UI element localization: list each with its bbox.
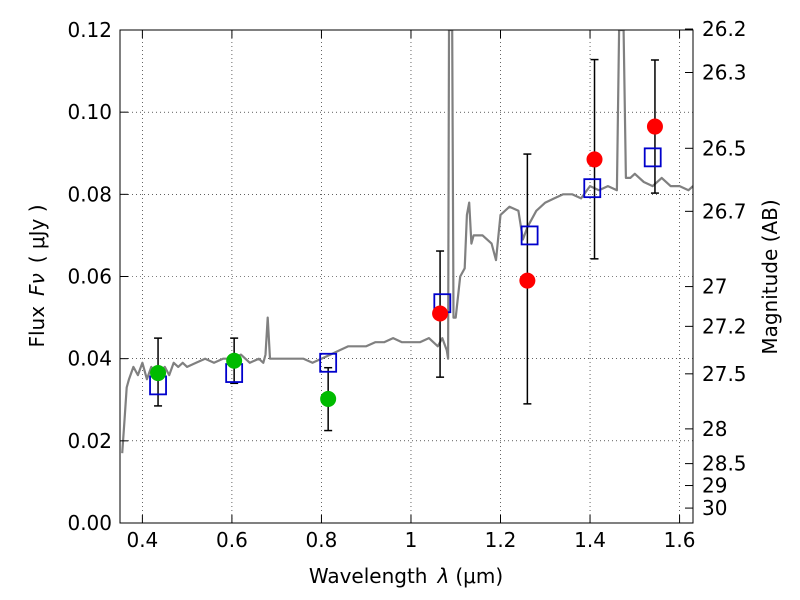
model-flux-box [319, 352, 338, 373]
x-axis-label: Wavelength λ (μm) [309, 564, 503, 588]
plot-area [120, 30, 693, 523]
x-tick-label: 1 [405, 528, 418, 552]
x-tick-label: 1.2 [485, 528, 517, 552]
x-tick-label: 1.4 [574, 528, 606, 552]
magnitude-tick-label: 26.3 [702, 61, 747, 85]
nir-point [646, 118, 663, 135]
y-tick-label: 0.00 [67, 511, 112, 535]
photometry-points [150, 118, 663, 407]
model-flux-box [520, 225, 539, 246]
x-tick-label: 1.6 [664, 528, 696, 552]
y-tick-label: 0.10 [67, 100, 112, 124]
x-tick-label: 0.6 [216, 528, 248, 552]
x-tick-label: 0.4 [126, 528, 158, 552]
nir-point [519, 272, 536, 289]
magnitude-tick-label: 28.5 [702, 452, 747, 476]
magnitude-tick-label: 27.2 [702, 314, 747, 338]
y-tick-label: 0.02 [67, 429, 112, 453]
y-axis-label: FluxFν( μJy ) [25, 204, 49, 347]
magnitude-tick-label: 30 [702, 496, 727, 520]
model-flux-box [643, 147, 662, 168]
x-tick-label: 0.8 [306, 528, 338, 552]
model-flux-box [583, 178, 602, 199]
optical-point [150, 365, 167, 382]
magnitude-tick-label: 29 [702, 474, 727, 498]
magnitude-tick-label: 26.7 [702, 199, 747, 223]
magnitude-tick-label: 26.5 [702, 136, 747, 160]
magnitude-tick-label: 27 [702, 275, 727, 299]
optical-point [226, 352, 243, 369]
magnitude-tick-label: 28 [702, 417, 727, 441]
nir-point [586, 151, 603, 168]
magnitude-tick-label: 26.2 [702, 17, 747, 41]
axis-ticks: 0.4 0.6 0.8 1 1.2 1.4 1.6 0.00 0.02 0.04 0.06 0.08 0… [67, 17, 746, 552]
magnitude-tick-label: 27.5 [702, 362, 747, 386]
y-tick-label: 0.12 [67, 18, 112, 42]
magnitude-axis-label: Magnitude (AB) [758, 199, 782, 354]
optical-point [320, 390, 337, 407]
y-tick-label: 0.04 [67, 347, 112, 371]
y-tick-label: 0.06 [67, 265, 112, 289]
nir-point [432, 305, 449, 322]
y-tick-label: 0.08 [67, 182, 112, 206]
